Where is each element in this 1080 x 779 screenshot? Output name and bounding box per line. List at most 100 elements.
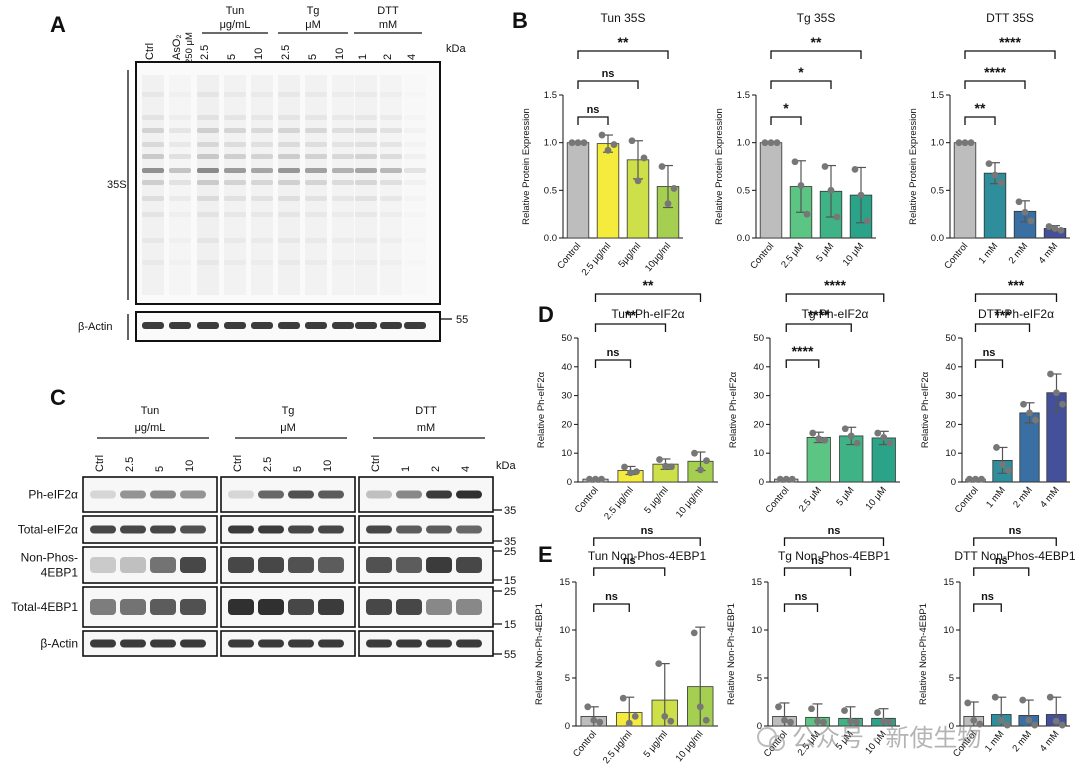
chart-data-point [1015,198,1023,206]
panel-c-band [150,557,176,573]
panel-a-s35-band [404,196,426,201]
panel-a-s35-band [332,180,354,185]
chart-data-point [633,468,640,476]
panel-a-s35-band [355,196,377,201]
chart-significance-bracket [577,116,609,125]
panel-c-group-unit: μg/mL [135,422,166,434]
chart-x-tick-label: 4 mM [1038,485,1062,510]
chart-significance-label: * [783,100,789,116]
chart-y-tick-label: 1.5 [931,90,944,101]
panel-label-a: A [50,12,66,37]
chart-x-tick-label: 10 μM [864,485,890,513]
panel-c-group-name: Tun [141,405,160,417]
panel-c-band [456,490,482,499]
panel-a-s35-band [224,92,246,97]
panel-c-band [180,557,206,573]
panel-a-s35-band [197,168,219,173]
panel-a-s35-band [404,180,426,185]
chart-significance-label: **** [999,34,1021,50]
panel-a-s35-band [332,196,354,201]
panel-a-s35-band [197,154,219,159]
chart-x-tick-label: Control [571,729,599,760]
panel-a-s35-band [224,260,246,265]
chart-data-point [610,141,618,148]
panel-c-band [396,525,422,534]
panel-a-s35-band [404,212,426,217]
panel-a-lane-label: 1 [357,54,369,60]
panel-a-actin-band [251,322,273,329]
panel-c-band [318,639,344,648]
chart-significance-label: ns [983,347,996,359]
panel-a-s35-band [380,196,402,201]
chart-bar [759,142,783,239]
chart-title: DTT 35S [986,11,1034,25]
chart-y-tick-label: 0.5 [544,185,557,196]
panel-a-s35-band [197,142,219,147]
panel-a-s35-band [142,128,164,133]
panel-c-band [228,557,254,573]
panel-a-actin-band [224,322,246,329]
panel-a-s35-band [332,260,354,265]
chart-x-tick-label: 5 μM [834,485,856,508]
panel-c-band [426,525,452,534]
chart-data-point [775,703,782,711]
chart-title: Tun 35S [601,11,646,25]
chart-data-point [851,165,859,173]
chart-data-point [668,463,675,471]
panel-a-s35-band [224,180,246,185]
chart-significance-bracket [785,359,820,368]
panel-a-s35-band [305,180,327,185]
panel-a-s35-band [278,154,300,159]
chart-x-tick-label: 2 mM [1007,241,1031,266]
panel-label-c: C [50,385,66,410]
panel-a-s35-band [305,260,327,265]
chart-y-tick-label: 5 [949,673,954,684]
chart-significance-label: **** [808,307,830,323]
panel-c-band [318,599,344,615]
panel-c-lane-label: 2.5 [262,457,274,472]
chart-data-point [874,709,881,716]
panel-a-actin-band [332,322,354,329]
panel-a-s35-band [278,168,300,173]
chart-data-point [857,191,865,199]
panel-c-band [228,525,254,534]
panel-c-band [228,599,254,615]
panel-a-s35-band [224,196,246,201]
panel-c-row-label: Ph-eIF2α [28,488,78,502]
panel-a-lane-label: AsO₂ [171,34,183,60]
chart-significance-label: ** [643,277,654,293]
chart-significance-label: ns [811,555,824,567]
chart-significance-bracket [783,603,819,612]
panel-a-lane-label: 5 [307,54,319,60]
chart-data-point [782,475,790,483]
chart-data-point [847,432,855,440]
chart-data-point [1025,716,1033,724]
panel-a-actin-band [380,322,402,329]
chart-x-tick-label: 5μg/ml [616,241,643,270]
panel-c-row-label: 4EBP1 [41,566,79,580]
chart-significance-bracket [964,116,996,125]
chart-data-point [993,444,1000,451]
panel-a-s35-band [332,115,354,120]
chart-y-tick-label: 1.0 [544,138,557,149]
panel-a-s35-band [355,180,377,185]
panel-c-band [288,490,314,499]
chart-x-tick-label: Control [748,241,776,272]
chart-significance-bracket [577,50,669,59]
chart-significance-label: ** [811,34,822,50]
panel-a-lane-smear [197,75,219,295]
chart-data-point [568,139,576,147]
chart-data-point [776,475,784,483]
panel-a-s35-band [251,196,273,201]
panel-a-s35-band [251,168,273,173]
chart-data-point [820,718,827,726]
chart-significance-bracket [974,293,1058,302]
chart-significance-label: ns [602,68,615,80]
chart-significance-label: **** [824,277,846,293]
chart-y-tick-label: 0.5 [931,185,944,196]
panel-c-headers: Tun μg/mL Ctrl 2.5 5 10 Tg μM Ctrl 2.5 5 10 DTT mM Ctr… [94,405,485,472]
chart-data-point [976,720,984,728]
chart-y-tick-label: 0 [759,477,764,488]
panel-c-band [426,557,452,573]
